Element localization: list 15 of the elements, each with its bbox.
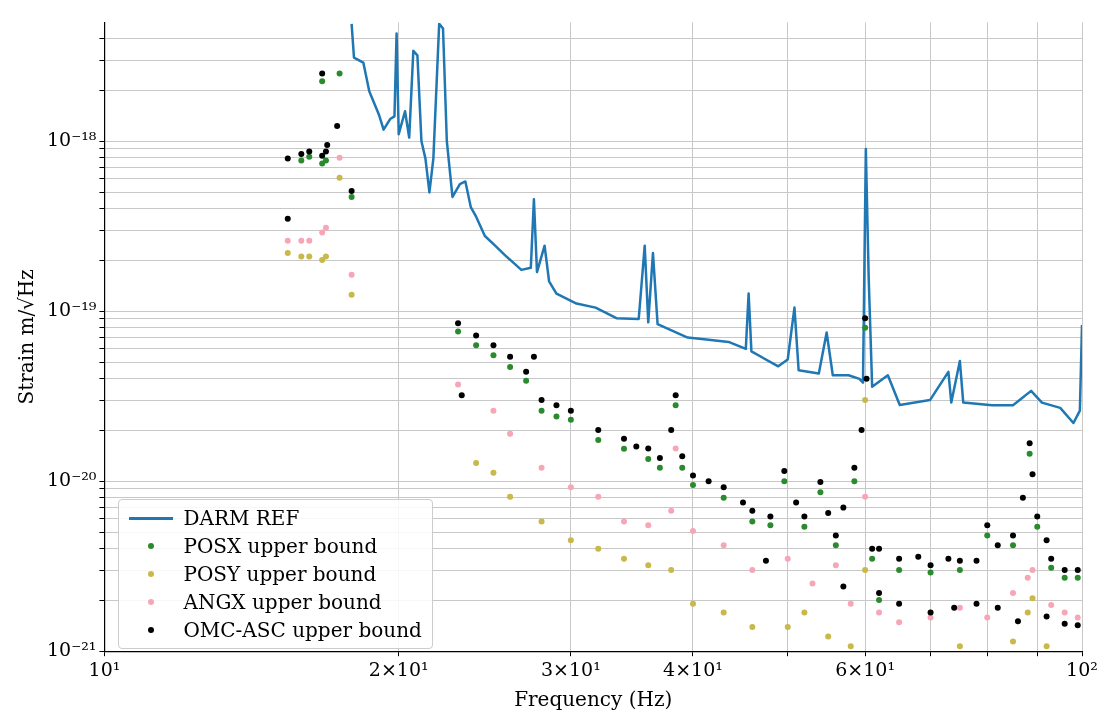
x-axis-title: Frequency (Hz) xyxy=(514,687,673,712)
legend-label: OMC-ASC upper bound xyxy=(183,617,422,645)
y-tick-label: 10⁻¹⁸ xyxy=(46,128,97,151)
x-tick-label: 10² xyxy=(1066,657,1098,680)
x-tick-label: 4×10¹ xyxy=(663,657,723,680)
legend-label: POSY upper bound xyxy=(183,561,377,589)
x-tick-label: 6×10¹ xyxy=(835,657,896,680)
y-tick-label: 10⁻²⁰ xyxy=(46,468,97,491)
x-tick-label: 3×10¹ xyxy=(540,657,601,680)
legend-label: ANGX upper bound xyxy=(183,589,382,617)
y-axis-title: Strain m/√Hz xyxy=(14,269,39,405)
y-tick-label: 10⁻¹⁹ xyxy=(46,298,97,321)
legend-label: POSX upper bound xyxy=(183,533,378,561)
legend-label: DARM REF xyxy=(183,505,300,533)
x-tick-label: 2×10¹ xyxy=(368,657,429,680)
